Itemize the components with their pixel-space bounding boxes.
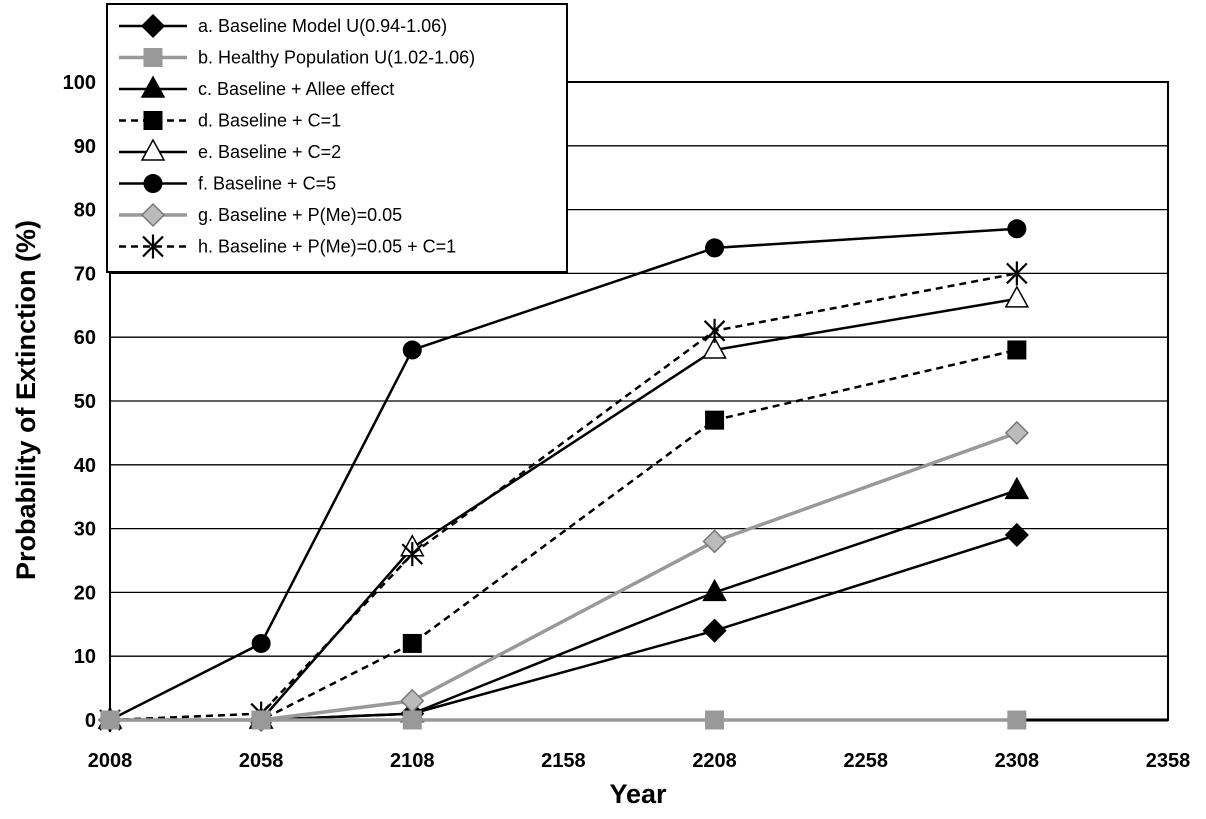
series-f [100, 219, 1027, 730]
series-f-point-1 [251, 633, 271, 653]
series-f-point-2 [402, 340, 422, 360]
x-tick-label-2358: 2358 [1146, 750, 1191, 772]
y-tick-label-20: 20 [74, 582, 96, 604]
y-tick-label-90: 90 [74, 136, 96, 158]
series-d-point-4 [1007, 340, 1027, 360]
legend-swatch-marker [140, 138, 166, 161]
series-h [99, 261, 1028, 732]
tick-labels: 0 10 20 30 40 50 60 70 80 90 100 2008 2058 2108 2158 22… [63, 72, 1191, 772]
series-h-point-4 [1006, 261, 1028, 286]
legend-item-f: f. Baseline + C=5 [119, 174, 336, 194]
series-g-point-2 [400, 688, 425, 713]
legend-label: e. Baseline + C=2 [198, 142, 341, 162]
legend-item-c: c. Baseline + Allee effect [119, 75, 394, 99]
legend-swatch-marker [143, 48, 163, 67]
legend-swatch-marker [143, 111, 163, 130]
series-b-point-4 [1007, 710, 1027, 730]
series-b-point-3 [705, 710, 725, 730]
series-g-point-3 [702, 529, 727, 554]
y-axis-title: Probability of Extinction (%) [11, 220, 41, 580]
y-tick-label-30: 30 [74, 519, 96, 541]
legend: a. Baseline Model U(0.94-1.06) b. Healthy… [106, 3, 568, 273]
legend-item-a: a. Baseline Model U(0.94-1.06) [119, 13, 447, 39]
x-tick-label-2108: 2108 [390, 750, 435, 772]
series-a-point-3 [702, 618, 727, 643]
series-d-point-2 [402, 633, 422, 653]
legend-item-g: g. Baseline + P(Me)=0.05 [119, 202, 402, 228]
legend-label: g. Baseline + P(Me)=0.05 [198, 205, 402, 225]
series-g-point-4 [1004, 420, 1029, 445]
series-c-point-3 [702, 578, 727, 602]
legend-swatch-marker [142, 234, 164, 259]
x-axis-title: Year [609, 779, 667, 809]
series-f-point-3 [705, 238, 725, 258]
legend-swatch-marker [140, 202, 166, 228]
x-tick-label-2058: 2058 [239, 750, 284, 772]
series-layer [97, 219, 1030, 733]
legend-item-h: h. Baseline + P(Me)=0.05 + C=1 [119, 234, 456, 259]
series-e-point-3 [702, 336, 727, 359]
x-tick-label-2258: 2258 [843, 750, 888, 772]
y-tick-label-100: 100 [63, 72, 96, 94]
series-a-point-4 [1004, 522, 1029, 548]
series-a-line [110, 533, 1018, 722]
y-tick-label-50: 50 [74, 391, 96, 413]
series-b-point-2 [402, 710, 422, 730]
series-h-point-3 [703, 318, 726, 343]
y-tick-label-40: 40 [74, 455, 96, 477]
y-tick-label-0: 0 [85, 710, 96, 732]
x-tick-label-2158: 2158 [541, 750, 586, 772]
series-h-line [109, 272, 1018, 722]
legend-item-e: e. Baseline + C=2 [119, 138, 341, 162]
legend-label: h. Baseline + P(Me)=0.05 + C=1 [198, 237, 456, 257]
x-tick-label-2308: 2308 [995, 750, 1040, 772]
series-b [100, 710, 1027, 730]
series-a [97, 522, 1029, 733]
series-g-line [110, 431, 1018, 722]
series-c-point-4 [1004, 476, 1030, 500]
series-h-point-2 [401, 542, 424, 567]
legend-swatch-marker [140, 13, 166, 39]
legend-item-d: d. Baseline + C=1 [119, 111, 341, 131]
legend-label: d. Baseline + C=1 [198, 111, 341, 131]
y-tick-label-60: 60 [74, 327, 96, 349]
legend-label: b. Healthy Population U(1.02-1.06) [198, 48, 475, 68]
series-e [97, 285, 1030, 729]
y-tick-label-80: 80 [74, 200, 96, 222]
legend-label: c. Baseline + Allee effect [198, 79, 394, 99]
legend-swatch-marker [140, 75, 166, 98]
series-d-point-3 [705, 410, 725, 430]
series-f-line [109, 227, 1017, 722]
x-tick-label-2008: 2008 [88, 750, 133, 772]
legend-label: a. Baseline Model U(0.94-1.06) [198, 16, 447, 36]
legend-item-b: b. Healthy Population U(1.02-1.06) [119, 48, 475, 68]
legend-swatch-marker [143, 174, 163, 193]
series-e-point-4 [1004, 285, 1030, 308]
y-tick-label-70: 70 [74, 263, 96, 285]
x-tick-label-2208: 2208 [692, 750, 737, 772]
series-f-point-4 [1007, 219, 1027, 239]
series-b-point-0 [100, 710, 120, 730]
y-tick-label-10: 10 [74, 646, 96, 668]
series-c-line [110, 489, 1018, 722]
series-c [97, 476, 1030, 729]
series-b-point-1 [251, 710, 271, 730]
legend-label: f. Baseline + C=5 [198, 174, 336, 194]
legend-box [106, 3, 568, 273]
